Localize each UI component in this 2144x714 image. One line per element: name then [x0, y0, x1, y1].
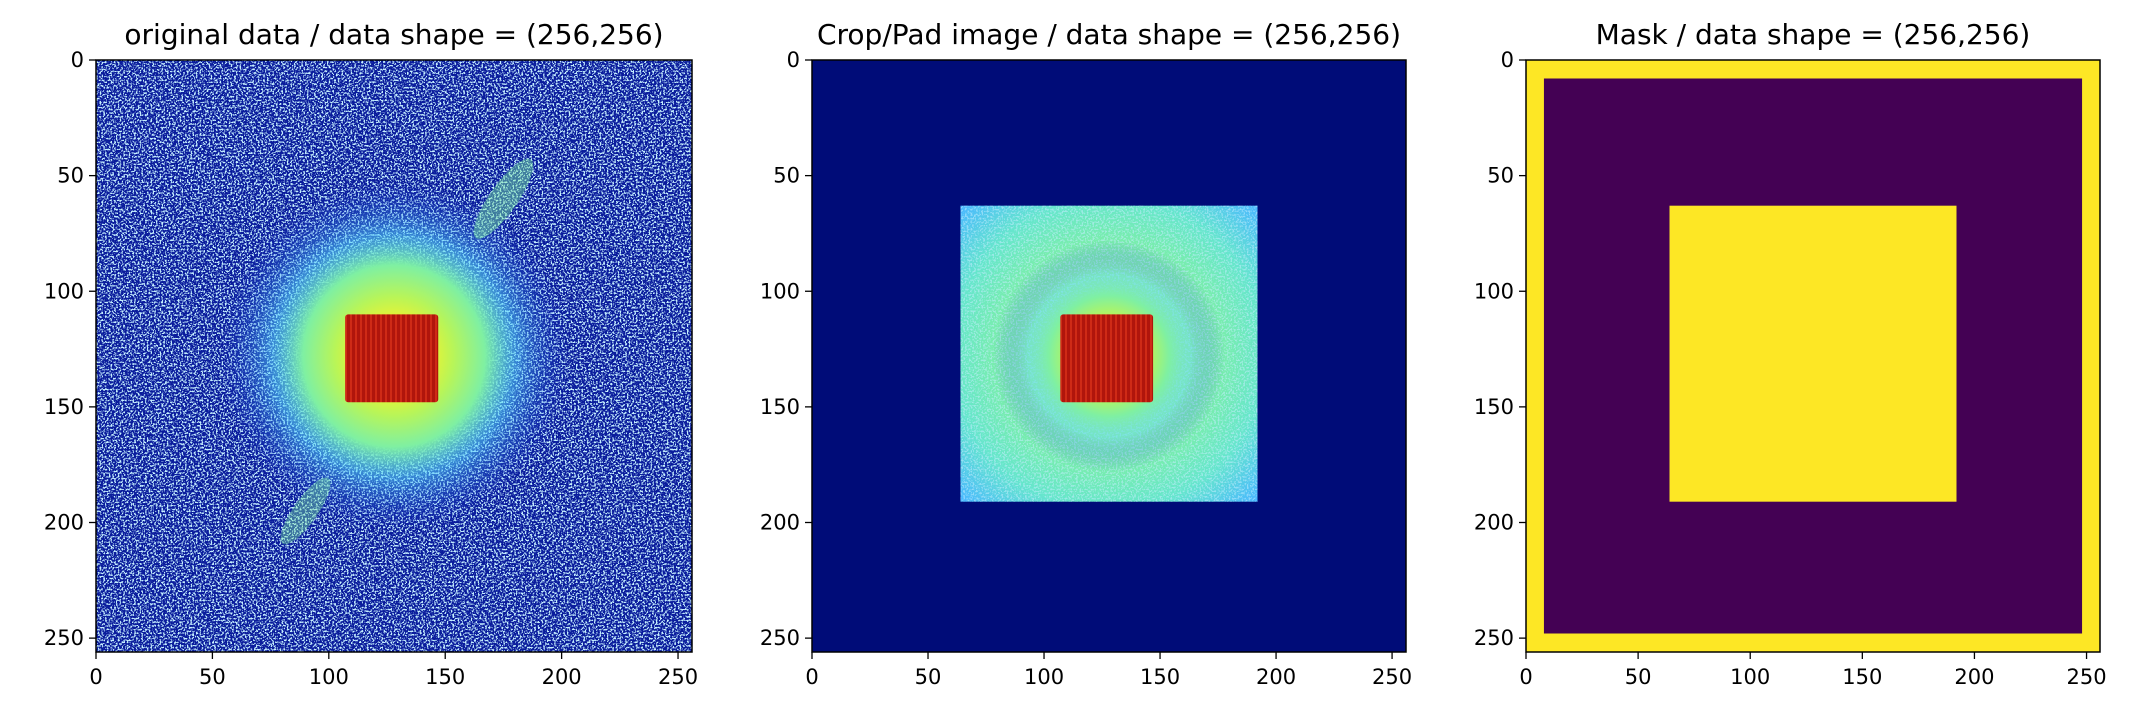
- panel-2: Crop/Pad image / data shape = (256,256) 0…: [760, 18, 1412, 689]
- x-tick-label: 250: [658, 665, 698, 689]
- chart-title: Mask / data shape = (256,256): [1596, 18, 2031, 51]
- y-tick-label: 0: [1501, 48, 1514, 72]
- chart-title: Crop/Pad image / data shape = (256,256): [817, 18, 1401, 51]
- core-region: [1060, 314, 1154, 403]
- y-tick-label: 150: [44, 395, 84, 419]
- axes-frame: [95, 59, 693, 653]
- y-tick-label: 250: [760, 626, 800, 650]
- halo-streak-upper: [473, 158, 534, 239]
- x-tick-label: 250: [1372, 665, 1412, 689]
- y-tick-label: 200: [760, 511, 800, 535]
- heatmap-image: [96, 60, 692, 652]
- y-tick-label: 200: [1474, 511, 1514, 535]
- x-tick-label: 150: [1842, 665, 1882, 689]
- mask-inner-square: [1669, 205, 1957, 502]
- chart-title: original data / data shape = (256,256): [124, 18, 663, 51]
- panel-1: original data / data shape = (256,256) 0 5…: [44, 18, 698, 689]
- y-tick-label: 0: [787, 48, 800, 72]
- halo-streak-lower: [280, 477, 331, 545]
- x-tick-label: 50: [915, 665, 942, 689]
- axes-frame: [1525, 59, 2101, 653]
- y-tick-label: 100: [760, 279, 800, 303]
- x-tick-label: 150: [425, 665, 465, 689]
- x-tick-label: 100: [1024, 665, 1064, 689]
- x-tick-label: 100: [1730, 665, 1770, 689]
- y-tick-label: 100: [1474, 279, 1514, 303]
- heatmap-image: [1526, 60, 2100, 652]
- x-tick-label: 0: [805, 665, 818, 689]
- x-tick-label: 50: [199, 665, 226, 689]
- x-tick-label: 150: [1140, 665, 1180, 689]
- y-tick-label: 150: [760, 395, 800, 419]
- y-tick-label: 50: [773, 164, 800, 188]
- y-tick-label: 250: [1474, 626, 1514, 650]
- y-tick-label: 250: [44, 626, 84, 650]
- core-region: [345, 314, 439, 403]
- y-tick-label: 100: [44, 279, 84, 303]
- x-tick-label: 0: [1519, 665, 1532, 689]
- y-tick-label: 0: [71, 48, 84, 72]
- x-tick-label: 250: [2067, 665, 2107, 689]
- axes-frame: [811, 59, 1407, 653]
- x-tick-label: 100: [309, 665, 349, 689]
- panel-3: Mask / data shape = (256,256) 0 50 100 150 20…: [1474, 18, 2107, 689]
- panels-layer: original data / data shape = (256,256) 0 5…: [44, 18, 2107, 689]
- x-tick-label: 200: [1954, 665, 1994, 689]
- x-tick-label: 0: [89, 665, 102, 689]
- y-tick-label: 200: [44, 511, 84, 535]
- x-tick-label: 200: [1256, 665, 1296, 689]
- y-tick-label: 50: [57, 164, 84, 188]
- y-tick-label: 50: [1487, 164, 1514, 188]
- x-tick-label: 50: [1625, 665, 1652, 689]
- y-tick-label: 150: [1474, 395, 1514, 419]
- x-tick-label: 200: [542, 665, 582, 689]
- heatmap-image: [812, 60, 1406, 652]
